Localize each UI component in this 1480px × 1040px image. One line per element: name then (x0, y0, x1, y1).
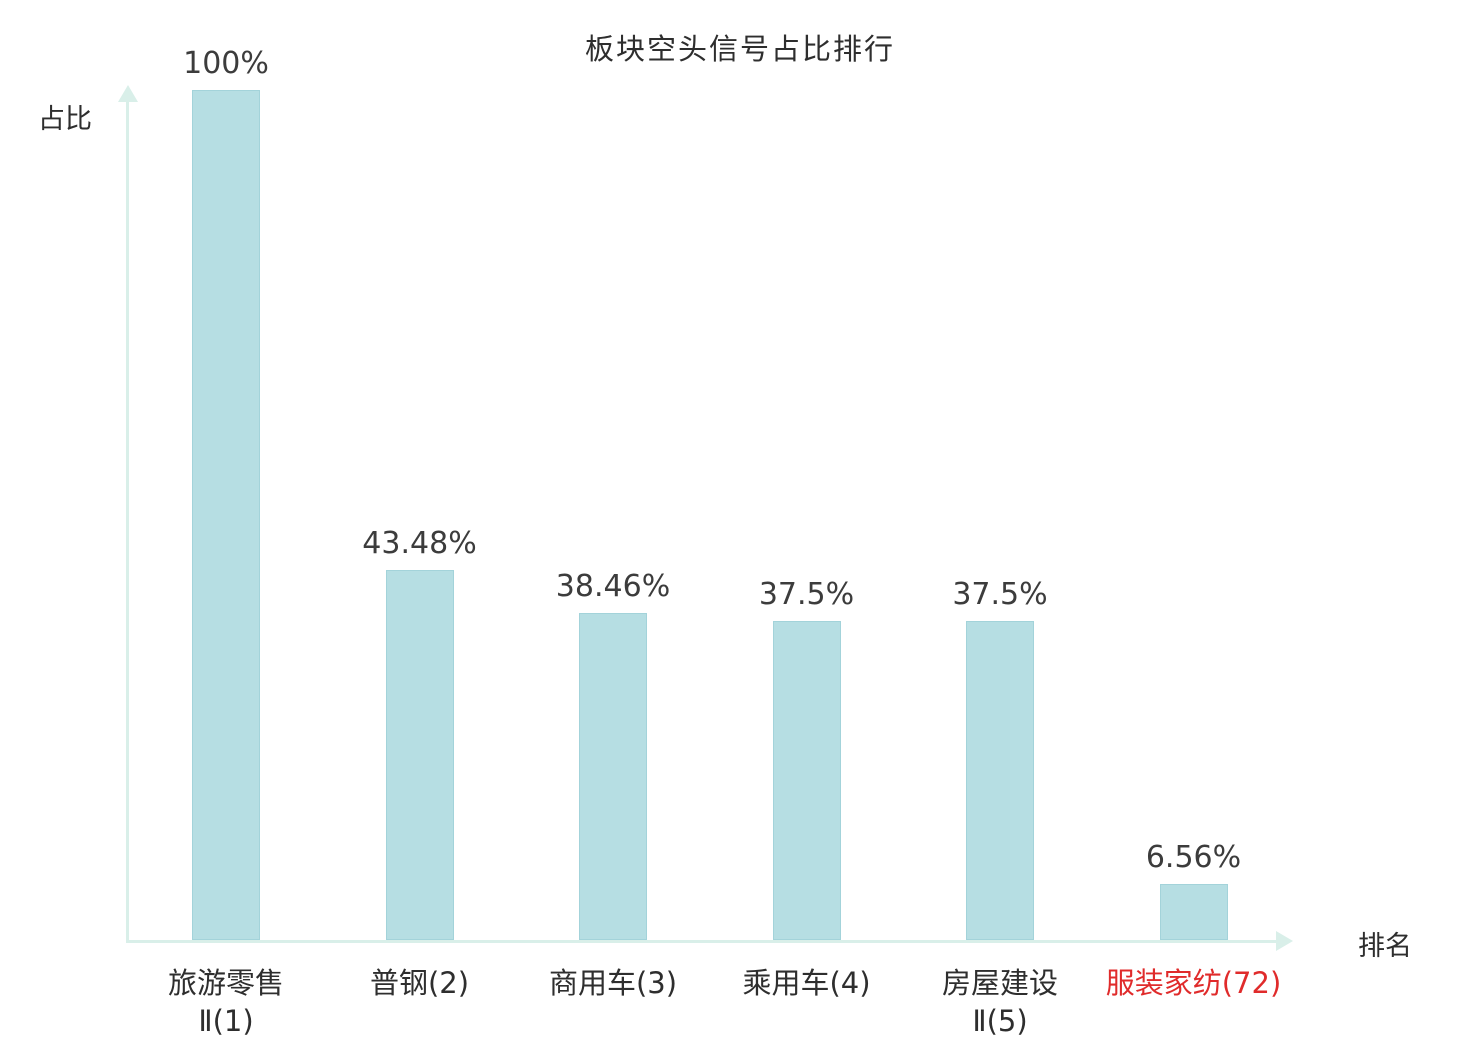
bar-value-label: 38.46% (555, 569, 671, 605)
bar-value-label: 37.5% (952, 577, 1048, 613)
bar-6 (1159, 884, 1228, 940)
category-label: 乘用车(4) (742, 966, 871, 1000)
y-axis-label: 占比 (38, 104, 92, 135)
chart-title: 板块空头信号占比排行 (584, 32, 895, 66)
category-label: 房屋建设 Ⅱ(5) (941, 966, 1059, 1039)
category-label: 商用车(3) (548, 966, 678, 1000)
category-label: 旅游零售 Ⅱ(1) (167, 966, 285, 1039)
bar-value-label: 43.48% (362, 526, 477, 562)
x-axis-arrow-icon (1276, 931, 1293, 951)
bar-value-label: 100% (183, 46, 269, 81)
x-axis-label: 排名 (1358, 931, 1412, 962)
x-axis-line (128, 940, 1278, 943)
y-axis-arrow-icon (118, 85, 138, 102)
bar-5 (966, 621, 1034, 940)
y-axis-line (126, 100, 129, 943)
bar-3 (579, 613, 647, 940)
bar-2 (385, 570, 454, 940)
category-label: 服装家纺(72) (1105, 966, 1282, 1000)
category-label: 普钢(2) (369, 966, 470, 1000)
bar-value-label: 37.5% (758, 577, 855, 613)
bar-value-label: 6.56% (1145, 840, 1242, 876)
bar-4 (772, 621, 841, 940)
bar-1 (192, 90, 260, 940)
